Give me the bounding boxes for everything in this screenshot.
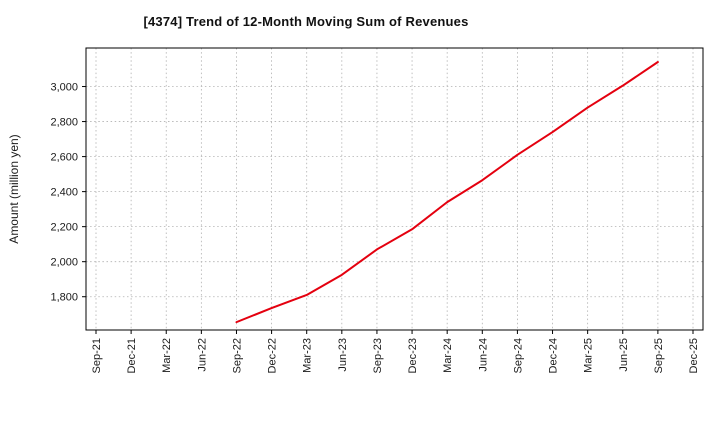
y-tick-labels: 1,800 2,000 2,200 2,400 2,600 2,800 3,000 bbox=[50, 82, 78, 304]
svg-text:Sep-25: Sep-25 bbox=[653, 338, 665, 373]
y-axis-title: Amount (million yen) bbox=[7, 134, 21, 243]
svg-text:2,600: 2,600 bbox=[50, 152, 78, 164]
svg-text:Mar-25: Mar-25 bbox=[583, 338, 595, 373]
svg-text:Dec-23: Dec-23 bbox=[407, 338, 419, 373]
svg-text:Mar-24: Mar-24 bbox=[442, 338, 454, 373]
svg-text:Sep-24: Sep-24 bbox=[512, 338, 524, 373]
svg-text:Jun-25: Jun-25 bbox=[618, 338, 630, 372]
svg-text:Sep-23: Sep-23 bbox=[372, 338, 384, 373]
svg-text:Dec-24: Dec-24 bbox=[548, 338, 560, 373]
axis-ticks bbox=[82, 86, 694, 334]
svg-text:2,800: 2,800 bbox=[50, 117, 78, 129]
plot-frame bbox=[85, 47, 704, 331]
svg-text:1,800: 1,800 bbox=[50, 292, 78, 304]
x-tick-labels: Sep-21 Dec-21 Mar-22 Jun-22 Sep-22 Dec-22 Mar-… bbox=[91, 338, 700, 373]
svg-text:Sep-21: Sep-21 bbox=[91, 338, 103, 373]
svg-text:Mar-23: Mar-23 bbox=[302, 338, 314, 373]
svg-text:Dec-22: Dec-22 bbox=[267, 338, 279, 373]
svg-text:2,000: 2,000 bbox=[50, 257, 78, 269]
grid-lines bbox=[86, 48, 703, 330]
svg-text:Jun-23: Jun-23 bbox=[337, 338, 349, 372]
svg-text:3,000: 3,000 bbox=[50, 82, 78, 94]
svg-text:Sep-22: Sep-22 bbox=[231, 338, 243, 373]
revenue-line bbox=[235, 61, 659, 324]
svg-text:Mar-22: Mar-22 bbox=[161, 338, 173, 373]
svg-text:2,400: 2,400 bbox=[50, 187, 78, 199]
svg-text:Dec-21: Dec-21 bbox=[126, 338, 138, 373]
svg-text:Dec-25: Dec-25 bbox=[688, 338, 700, 373]
svg-text:2,200: 2,200 bbox=[50, 222, 78, 234]
svg-text:Jun-24: Jun-24 bbox=[477, 338, 489, 372]
svg-text:Jun-22: Jun-22 bbox=[196, 338, 208, 372]
chart-title: [4374] Trend of 12-Month Moving Sum of R… bbox=[143, 14, 469, 29]
